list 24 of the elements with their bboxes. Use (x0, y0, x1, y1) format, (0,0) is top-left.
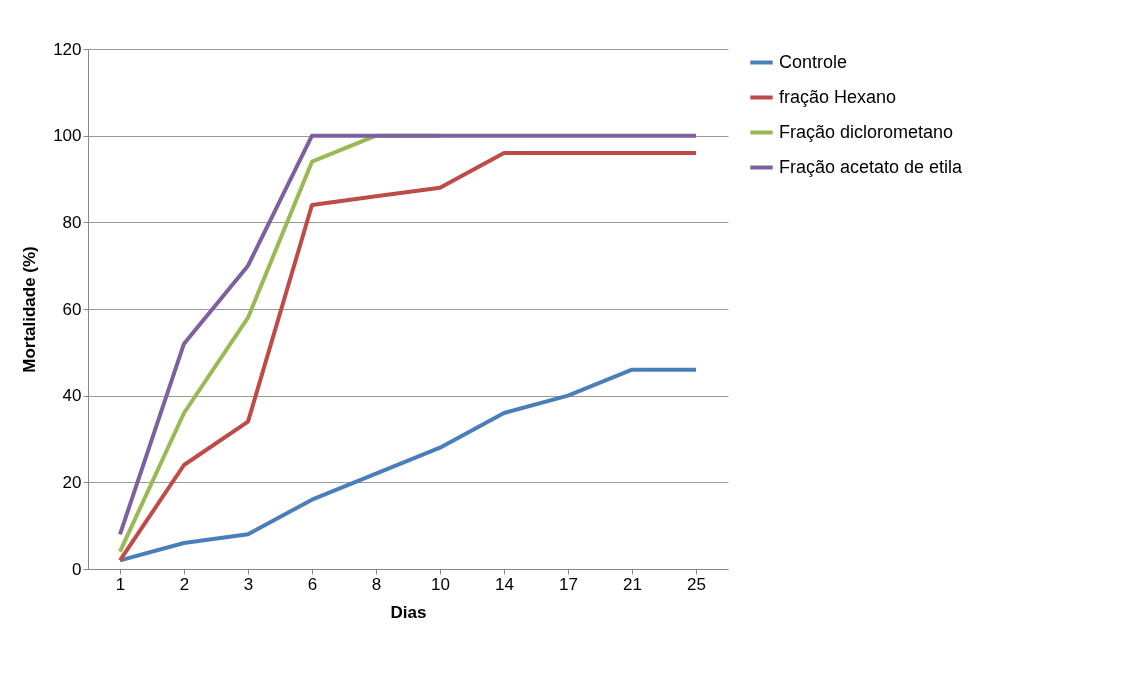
x-tick-label: 25 (687, 574, 706, 594)
x-tick-label: 10 (431, 574, 450, 594)
y-tick-label: 40 (62, 386, 82, 406)
x-tick-label: 1 (115, 574, 126, 594)
x-axis-title: Dias (390, 602, 427, 622)
y-tick-label: 100 (53, 126, 82, 146)
y-tick-label: 60 (62, 299, 82, 319)
legend-label: Controle (779, 51, 848, 72)
x-tick-label: 6 (307, 574, 318, 594)
line-series (118, 367, 698, 563)
y-tick-label: 80 (62, 212, 82, 232)
legend-label: fração Hexano (779, 86, 897, 107)
y-axis-title: Mortalidade (%) (20, 246, 40, 373)
y-tick-label: 20 (62, 472, 82, 492)
x-tick-label: 8 (371, 574, 382, 594)
legend-label: Fração diclorometano (779, 121, 954, 142)
y-tick-label: 120 (53, 39, 82, 59)
x-tick-label: 21 (623, 574, 642, 594)
x-tick-label: 17 (559, 574, 578, 594)
x-tick-label: 3 (243, 574, 254, 594)
legend-label: Fração acetato de etila (779, 156, 964, 177)
x-tick-label: 14 (495, 574, 514, 594)
y-tick-label: 0 (72, 559, 82, 579)
x-tick-label: 2 (179, 574, 190, 594)
